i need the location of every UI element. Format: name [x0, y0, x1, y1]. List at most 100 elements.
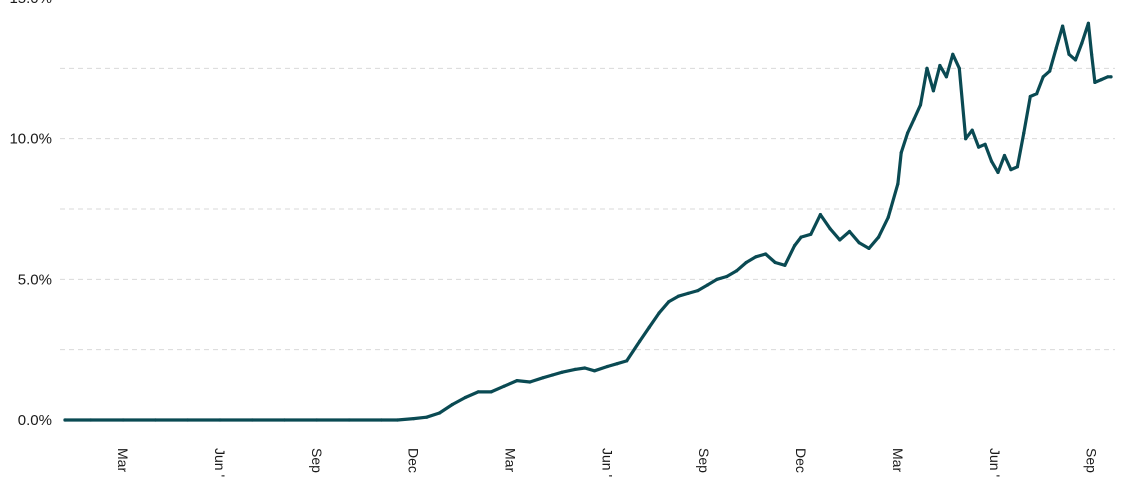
data-point — [896, 182, 900, 186]
data-point — [773, 260, 777, 265]
data-point — [799, 235, 803, 239]
data-point — [764, 252, 768, 256]
data-point — [1086, 21, 1090, 25]
data-point — [918, 103, 923, 107]
data-point — [1067, 52, 1071, 56]
x-tick-label: Dec — [793, 448, 809, 473]
data-point — [437, 411, 442, 415]
data-point — [1054, 47, 1058, 51]
data-point — [1048, 69, 1052, 73]
data-point — [541, 376, 545, 380]
data-point — [899, 151, 903, 155]
data-point — [705, 283, 710, 287]
data-point — [931, 89, 936, 93]
data-point — [153, 418, 157, 422]
data-point — [638, 339, 642, 343]
data-point — [793, 244, 797, 248]
data-point — [605, 364, 610, 369]
series-line — [63, 21, 1113, 422]
data-point — [725, 274, 729, 279]
data-point — [1090, 52, 1094, 56]
data-point — [1073, 58, 1078, 62]
x-tick-label: Sep — [1084, 448, 1100, 473]
data-point — [647, 325, 651, 329]
x-tick-label: Jun ' — [987, 448, 1003, 477]
data-point — [657, 311, 661, 315]
data-point — [1106, 75, 1110, 79]
data-point — [1080, 41, 1084, 45]
data-point — [412, 417, 416, 421]
data-point — [560, 370, 564, 374]
data-point — [476, 390, 480, 394]
gridlines — [60, 67, 1115, 351]
data-point — [89, 418, 93, 422]
data-point — [1061, 24, 1065, 28]
data-point — [615, 362, 619, 366]
data-point — [1028, 94, 1032, 99]
data-point — [528, 380, 532, 384]
x-tick-label: Sep — [309, 448, 325, 473]
x-tick-label: Jun ' — [599, 448, 615, 477]
data-point — [667, 300, 671, 304]
data-point — [1099, 78, 1103, 82]
data-point — [63, 418, 67, 422]
data-point — [912, 117, 916, 121]
data-point — [983, 142, 987, 146]
data-point — [857, 241, 861, 245]
data-point — [1093, 80, 1097, 84]
y-tick-label: 15.0% — [9, 0, 52, 7]
data-point — [121, 418, 125, 422]
data-point — [744, 260, 748, 265]
data-point — [996, 170, 1000, 174]
data-point — [282, 418, 287, 422]
data-point — [625, 359, 629, 363]
data-point — [938, 63, 942, 68]
data-point — [944, 75, 949, 79]
data-point — [686, 291, 690, 295]
x-tick-label: Mar — [115, 448, 131, 472]
data-point — [1041, 75, 1045, 79]
data-point — [592, 369, 597, 373]
data-point — [989, 159, 994, 163]
data-point — [877, 235, 881, 239]
data-point — [715, 277, 719, 281]
y-tick-label: 10.0% — [9, 131, 52, 148]
x-tick-label: Sep — [696, 448, 712, 473]
data-point — [886, 215, 890, 219]
data-point — [515, 379, 519, 383]
data-point — [347, 418, 351, 422]
data-point — [379, 418, 383, 422]
data-point — [450, 402, 454, 407]
data-point — [489, 390, 493, 394]
data-point — [218, 418, 222, 422]
data-point — [315, 418, 319, 422]
data-point — [1035, 92, 1039, 96]
data-point — [583, 366, 587, 370]
data-point — [1015, 165, 1020, 169]
data-point — [250, 418, 254, 422]
x-tick-label: Dec — [406, 448, 422, 473]
data-point — [425, 415, 429, 419]
data-point — [186, 418, 190, 422]
data-point — [809, 232, 813, 236]
data-point — [957, 66, 961, 70]
series-layer — [63, 21, 1113, 422]
data-point — [867, 246, 871, 250]
y-axis-tick-labels: 0.0% 5.0% 10.0% 15.0% — [9, 0, 52, 429]
data-point — [696, 289, 700, 293]
data-point — [964, 137, 968, 141]
data-point — [676, 294, 681, 298]
data-point — [754, 255, 758, 259]
data-point — [951, 52, 955, 56]
data-point — [395, 418, 400, 422]
data-point — [906, 131, 910, 135]
data-point — [977, 145, 981, 149]
data-point — [1022, 131, 1026, 135]
x-axis-tick-labels: Mar Jun ' Sep Dec Mar Jun ' Sep Dec Mar Jun ' Sep — [115, 448, 1100, 477]
x-tick-label: Mar — [503, 448, 519, 472]
data-point — [502, 384, 506, 388]
x-tick-label: Mar — [890, 448, 906, 472]
data-point — [838, 238, 842, 242]
x-tick-label: Jun ' — [212, 448, 228, 477]
